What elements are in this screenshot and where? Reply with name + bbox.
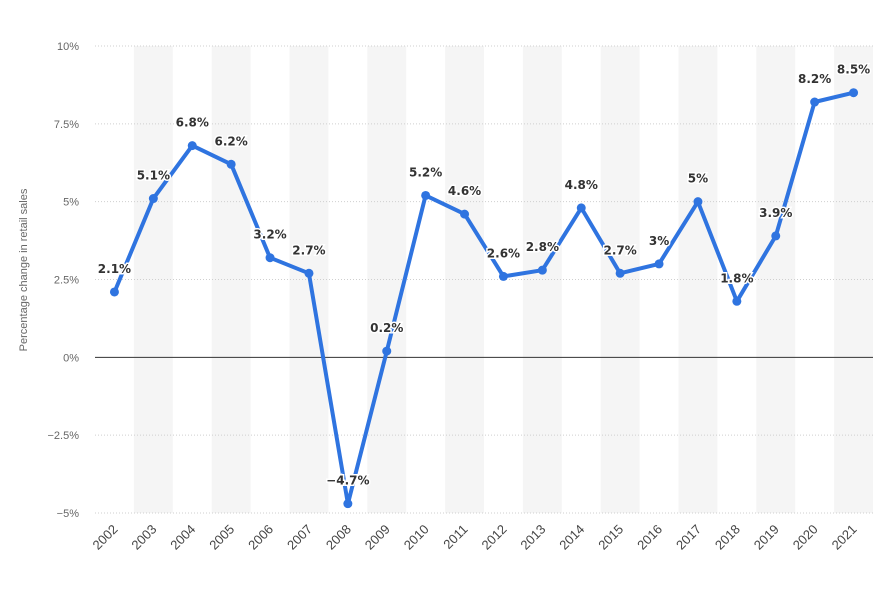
data-label: 3% bbox=[649, 234, 669, 248]
x-tick-label: 2014 bbox=[556, 522, 587, 553]
x-tick-label: 2012 bbox=[479, 522, 510, 553]
data-label: 5% bbox=[688, 172, 708, 186]
x-tick-label: 2004 bbox=[167, 522, 198, 553]
data-label: 5.2% bbox=[409, 165, 442, 179]
data-label: 5.1% bbox=[137, 169, 170, 183]
x-tick-label: 2002 bbox=[90, 522, 121, 553]
x-tick-label: 2003 bbox=[128, 522, 159, 553]
data-point bbox=[382, 346, 392, 356]
x-tick-label: 2013 bbox=[517, 522, 548, 553]
data-point bbox=[537, 265, 547, 275]
y-tick-label: 10% bbox=[57, 41, 79, 53]
x-tick-label: 2020 bbox=[790, 522, 821, 553]
x-tick-label: 2010 bbox=[401, 522, 432, 553]
data-point bbox=[615, 268, 625, 278]
data-point bbox=[460, 209, 470, 219]
x-tick-label: 2018 bbox=[712, 522, 743, 553]
column-band bbox=[211, 46, 251, 513]
data-label: 3.9% bbox=[759, 206, 792, 220]
x-tick-label: 2005 bbox=[206, 522, 237, 553]
series-line bbox=[112, 90, 856, 506]
data-label: 6.8% bbox=[176, 116, 209, 130]
data-label: 2.8% bbox=[526, 240, 559, 254]
column-band bbox=[133, 46, 173, 513]
data-label: 2.1% bbox=[98, 262, 131, 276]
data-point bbox=[343, 499, 353, 509]
data-label: 8.2% bbox=[798, 72, 831, 86]
data-point bbox=[849, 88, 859, 98]
data-label: 8.5% bbox=[837, 63, 870, 77]
data-point bbox=[304, 268, 314, 278]
data-point bbox=[421, 190, 431, 200]
data-label: 4.6% bbox=[448, 184, 481, 198]
data-label: 1.8% bbox=[720, 271, 753, 285]
data-point bbox=[265, 253, 275, 263]
x-tick-label: 2009 bbox=[362, 522, 393, 553]
column-band bbox=[756, 46, 796, 513]
data-label: −4.7% bbox=[326, 474, 369, 488]
data-label: 3.2% bbox=[253, 228, 286, 242]
x-tick-label: 2021 bbox=[829, 522, 860, 553]
data-point bbox=[187, 141, 197, 151]
gridlines bbox=[95, 45, 873, 514]
data-label: 6.2% bbox=[215, 134, 248, 148]
x-tick-label: 2006 bbox=[245, 522, 276, 553]
data-point bbox=[148, 194, 158, 204]
y-tick-label: 7.5% bbox=[54, 119, 79, 131]
data-point bbox=[654, 259, 664, 269]
data-label: 0.2% bbox=[370, 321, 403, 335]
data-point bbox=[732, 296, 742, 306]
x-tick-label: 2008 bbox=[323, 522, 354, 553]
data-point bbox=[498, 271, 508, 281]
x-axis-ticks: 2002 2003 2004 2005 2006 2007 2008 2009 2010 2011… bbox=[90, 522, 860, 553]
data-label: 2.7% bbox=[604, 243, 637, 257]
data-label: 2.7% bbox=[292, 243, 325, 257]
data-point bbox=[576, 203, 586, 213]
data-point bbox=[810, 97, 820, 107]
data-point bbox=[693, 197, 703, 207]
y-tick-label: 2.5% bbox=[54, 275, 79, 287]
x-tick-label: 2015 bbox=[595, 522, 626, 553]
y-tick-label: −5% bbox=[57, 508, 80, 520]
y-axis-label: Percentage change in retail sales bbox=[18, 188, 30, 351]
x-tick-label: 2011 bbox=[440, 522, 470, 552]
y-tick-label: 0% bbox=[63, 352, 79, 364]
x-tick-label: 2007 bbox=[284, 522, 315, 553]
x-tick-label: 2017 bbox=[673, 522, 704, 553]
y-axis-ticks: 10% 7.5% 5% 2.5% 0% −2.5% −5% bbox=[48, 41, 80, 520]
x-tick-label: 2016 bbox=[634, 522, 665, 553]
data-label: 4.8% bbox=[565, 178, 598, 192]
data-labels: 2.1% 5.1% 6.8% 6.2% 3.2% 2.7% −4.7% 0.2% 5.2% 4.6… bbox=[96, 61, 871, 489]
data-point bbox=[771, 231, 781, 241]
series-line-group bbox=[112, 90, 856, 506]
data-points bbox=[109, 88, 859, 509]
data-label: 2.6% bbox=[487, 246, 520, 260]
column-band bbox=[678, 46, 718, 513]
y-tick-label: 5% bbox=[63, 197, 79, 209]
x-tick-label: 2019 bbox=[751, 522, 782, 553]
data-point bbox=[226, 159, 236, 169]
data-point bbox=[109, 287, 119, 297]
y-tick-label: −2.5% bbox=[48, 430, 80, 442]
